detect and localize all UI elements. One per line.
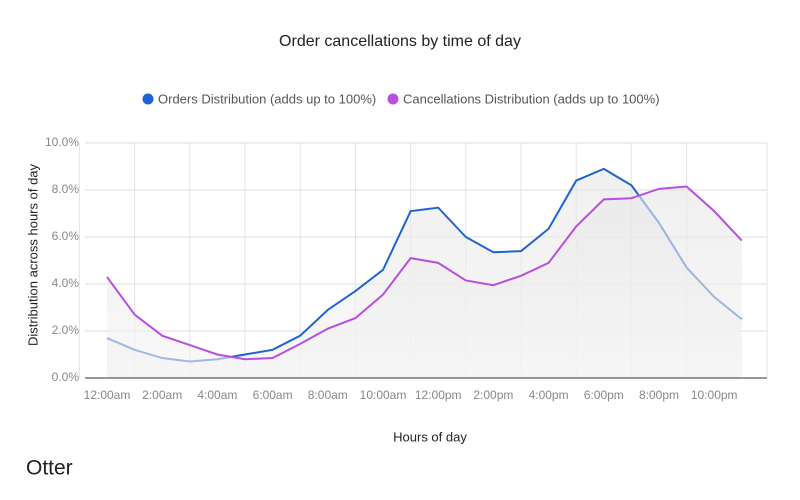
x-tick-label: 2:00am (142, 388, 182, 402)
x-tick-label: 2:00pm (473, 388, 513, 402)
y-tick-label: 4.0% (52, 276, 80, 290)
x-tick-label: 12:00am (84, 388, 131, 402)
x-tick-label: 10:00am (360, 388, 407, 402)
area (107, 186, 742, 378)
y-tick-label: 10.0% (45, 135, 79, 149)
x-tick-label: 4:00pm (529, 388, 569, 402)
y-tick-label: 2.0% (52, 323, 80, 337)
legend-label: Orders Distribution (adds up to 100%) (158, 91, 376, 106)
x-axis-label: Hours of day (393, 429, 467, 444)
chart-title: Order cancellations by time of day (279, 33, 521, 50)
x-tick-label: 12:00pm (415, 388, 462, 402)
legend-marker (387, 93, 399, 105)
y-tick-label: 8.0% (52, 182, 80, 196)
brand: Otter (26, 457, 73, 480)
legend-marker (142, 93, 154, 105)
x-tick-label: 8:00am (308, 388, 348, 402)
y-tick-label: 0.0% (52, 370, 80, 384)
x-tick-label: 4:00am (197, 388, 237, 402)
legend-label: Cancellations Distribution (adds up to 1… (403, 91, 660, 106)
x-tick-label: 10:00pm (691, 388, 738, 402)
x-tick-label: 8:00pm (639, 388, 679, 402)
x-tick-label: 6:00pm (584, 388, 624, 402)
y-axis-label: Distribution across hours of day (25, 163, 40, 346)
x-tick-label: 6:00am (253, 388, 293, 402)
y-tick-label: 6.0% (52, 229, 80, 243)
line (106, 185, 743, 361)
